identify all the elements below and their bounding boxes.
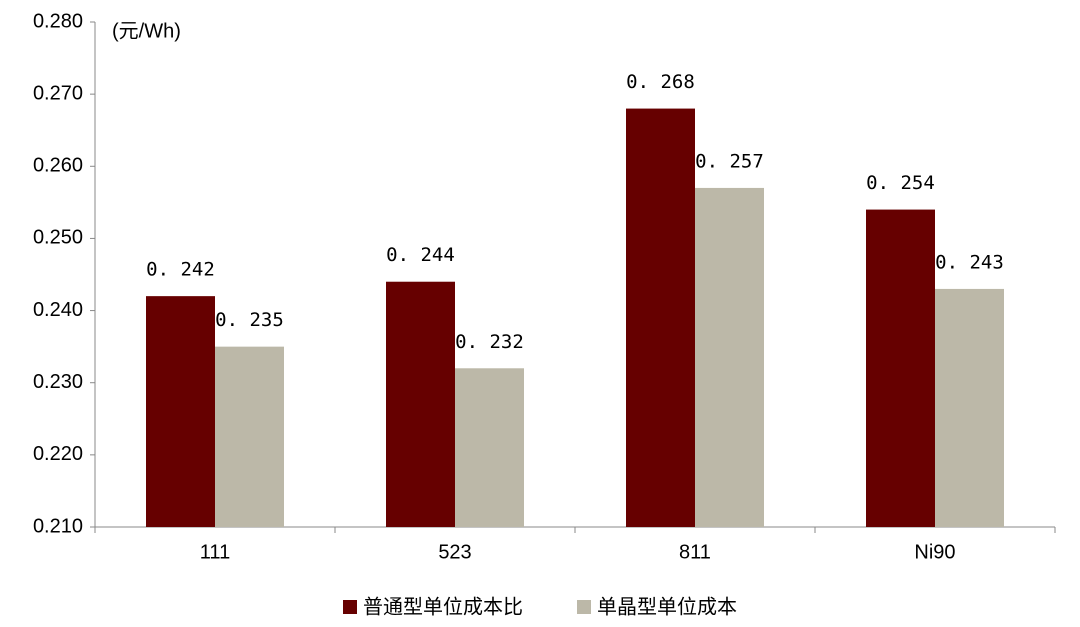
x-tick-label: 523 (438, 541, 471, 563)
unit-label: (元/Wh) (112, 20, 181, 42)
legend-label: 单晶型单位成本 (597, 595, 737, 618)
x-tick-label: 811 (679, 541, 711, 563)
legend-label: 普通型单位成本比 (363, 595, 523, 618)
legend-swatch (343, 600, 357, 614)
bar (935, 288, 1004, 527)
bar (146, 296, 215, 527)
data-label: 0. 232 (455, 331, 524, 353)
bar (866, 209, 935, 528)
y-tick-label: 0.240 (33, 299, 83, 321)
y-tick-label: 0.280 (33, 10, 83, 32)
x-tick-label: 111 (200, 541, 230, 563)
data-label: 0. 244 (386, 244, 455, 266)
y-tick-label: 0.270 (33, 82, 83, 104)
data-label: 0. 257 (695, 150, 764, 172)
x-tick-label: Ni90 (914, 541, 955, 563)
y-tick-label: 0.210 (33, 515, 83, 537)
bar (455, 368, 524, 527)
data-label: 0. 254 (866, 172, 935, 194)
data-label: 0. 268 (626, 71, 695, 93)
data-label: 0. 243 (935, 251, 1004, 273)
bar (215, 346, 284, 527)
bar (695, 187, 764, 527)
legend-swatch (577, 600, 591, 614)
y-tick-label: 0.250 (33, 227, 83, 249)
y-tick-label: 0.230 (33, 371, 83, 393)
y-tick-label: 0.260 (33, 155, 83, 177)
data-label: 0. 235 (215, 309, 284, 331)
bar (626, 108, 695, 528)
bar (386, 281, 455, 527)
y-tick-label: 0.220 (33, 443, 83, 465)
data-label: 0. 242 (146, 259, 215, 281)
